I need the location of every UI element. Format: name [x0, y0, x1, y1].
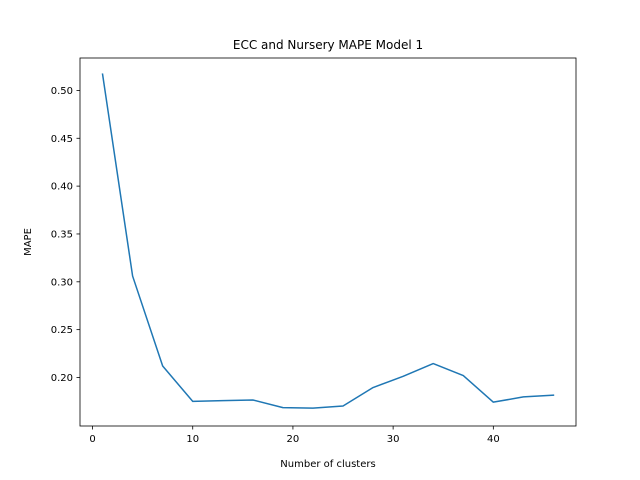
- chart-title: ECC and Nursery MAPE Model 1: [233, 38, 423, 52]
- y-tick-label: 0.45: [51, 134, 73, 145]
- x-tick-label: 10: [186, 434, 199, 445]
- x-tick-label: 40: [487, 434, 500, 445]
- y-tick-label: 0.20: [51, 373, 73, 384]
- series-line: [101, 73, 555, 409]
- plot-frame: [79, 57, 577, 427]
- y-axis: 0.20 0.25 0.30 0.35 0.40 0.45 0.50: [51, 86, 80, 384]
- x-axis-label: Number of clusters: [280, 459, 375, 470]
- x-axis: 0 10 20 30 40: [89, 426, 500, 445]
- x-tick-label: 0: [89, 434, 95, 445]
- y-tick-label: 0.35: [51, 229, 73, 240]
- y-tick-label: 0.50: [51, 86, 73, 97]
- y-tick-label: 0.40: [51, 182, 73, 193]
- y-tick-label: 0.30: [51, 277, 73, 288]
- y-axis-label: MAPE: [23, 228, 34, 256]
- x-tick-label: 30: [387, 434, 400, 445]
- y-tick-label: 0.25: [51, 325, 73, 336]
- x-tick-label: 20: [287, 434, 300, 445]
